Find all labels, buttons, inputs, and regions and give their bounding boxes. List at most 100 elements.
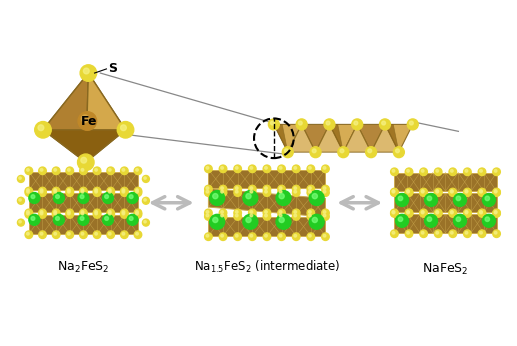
Circle shape [54, 211, 56, 213]
Circle shape [66, 209, 73, 217]
Circle shape [95, 190, 97, 193]
Circle shape [421, 231, 424, 234]
Circle shape [309, 235, 311, 237]
Circle shape [68, 211, 70, 213]
Circle shape [405, 210, 413, 217]
Circle shape [39, 189, 46, 197]
Circle shape [95, 169, 97, 171]
Circle shape [268, 119, 279, 130]
Circle shape [122, 211, 125, 213]
Circle shape [449, 188, 457, 196]
Circle shape [352, 119, 362, 130]
Circle shape [392, 211, 395, 214]
Circle shape [427, 196, 432, 201]
Circle shape [117, 121, 134, 138]
Circle shape [80, 189, 87, 197]
Circle shape [246, 193, 251, 199]
Circle shape [396, 215, 408, 227]
Circle shape [493, 230, 500, 237]
Circle shape [293, 213, 300, 220]
Circle shape [243, 191, 258, 206]
Circle shape [95, 211, 97, 213]
Circle shape [392, 190, 395, 192]
Circle shape [235, 214, 238, 217]
Circle shape [35, 121, 51, 138]
Circle shape [40, 212, 43, 215]
Circle shape [449, 209, 457, 217]
Circle shape [450, 211, 453, 213]
Circle shape [323, 214, 326, 217]
Circle shape [391, 189, 398, 197]
Circle shape [307, 213, 315, 220]
Circle shape [450, 231, 453, 234]
Circle shape [129, 195, 133, 199]
Circle shape [205, 185, 212, 193]
Circle shape [265, 214, 267, 217]
Circle shape [480, 170, 482, 172]
Circle shape [326, 121, 330, 125]
Circle shape [221, 166, 223, 169]
Circle shape [81, 157, 87, 163]
Circle shape [322, 189, 329, 197]
Circle shape [391, 209, 398, 217]
Circle shape [421, 211, 424, 214]
Circle shape [250, 190, 253, 193]
Text: NaFeS$_2$: NaFeS$_2$ [422, 262, 469, 277]
Circle shape [144, 220, 146, 223]
Polygon shape [394, 173, 496, 191]
Circle shape [54, 189, 56, 191]
Circle shape [494, 190, 497, 193]
Polygon shape [315, 125, 343, 152]
Circle shape [26, 190, 29, 193]
Circle shape [52, 189, 60, 197]
Circle shape [494, 170, 497, 172]
Circle shape [263, 165, 271, 173]
Circle shape [278, 165, 285, 173]
Circle shape [29, 215, 40, 225]
Circle shape [80, 211, 87, 218]
Circle shape [93, 167, 101, 175]
Circle shape [494, 231, 497, 234]
Circle shape [250, 211, 253, 213]
Circle shape [265, 211, 267, 213]
Circle shape [379, 119, 390, 130]
Circle shape [464, 188, 471, 196]
Circle shape [219, 185, 227, 193]
Circle shape [205, 213, 212, 220]
Circle shape [205, 233, 212, 240]
Circle shape [309, 214, 311, 217]
Polygon shape [329, 125, 357, 152]
Circle shape [420, 210, 428, 217]
Circle shape [398, 196, 403, 201]
Circle shape [279, 166, 282, 169]
Circle shape [409, 121, 413, 125]
Circle shape [294, 187, 297, 190]
Circle shape [309, 187, 311, 190]
Circle shape [309, 191, 324, 206]
Circle shape [31, 217, 35, 220]
Circle shape [434, 189, 442, 197]
Circle shape [279, 187, 282, 190]
Circle shape [465, 211, 468, 213]
Circle shape [68, 190, 70, 193]
Circle shape [40, 190, 43, 193]
Circle shape [322, 209, 329, 217]
Circle shape [322, 185, 329, 193]
Circle shape [312, 217, 317, 222]
Circle shape [282, 147, 293, 158]
Circle shape [453, 215, 466, 227]
Circle shape [143, 219, 149, 226]
Circle shape [420, 189, 428, 197]
Circle shape [25, 211, 33, 218]
Circle shape [80, 187, 87, 195]
Circle shape [234, 209, 241, 217]
Circle shape [478, 209, 486, 217]
Circle shape [95, 189, 97, 191]
Circle shape [405, 209, 413, 217]
Circle shape [206, 211, 209, 213]
Circle shape [120, 167, 128, 175]
Circle shape [427, 217, 432, 221]
Circle shape [122, 190, 125, 193]
Circle shape [436, 190, 438, 193]
Circle shape [293, 209, 300, 217]
